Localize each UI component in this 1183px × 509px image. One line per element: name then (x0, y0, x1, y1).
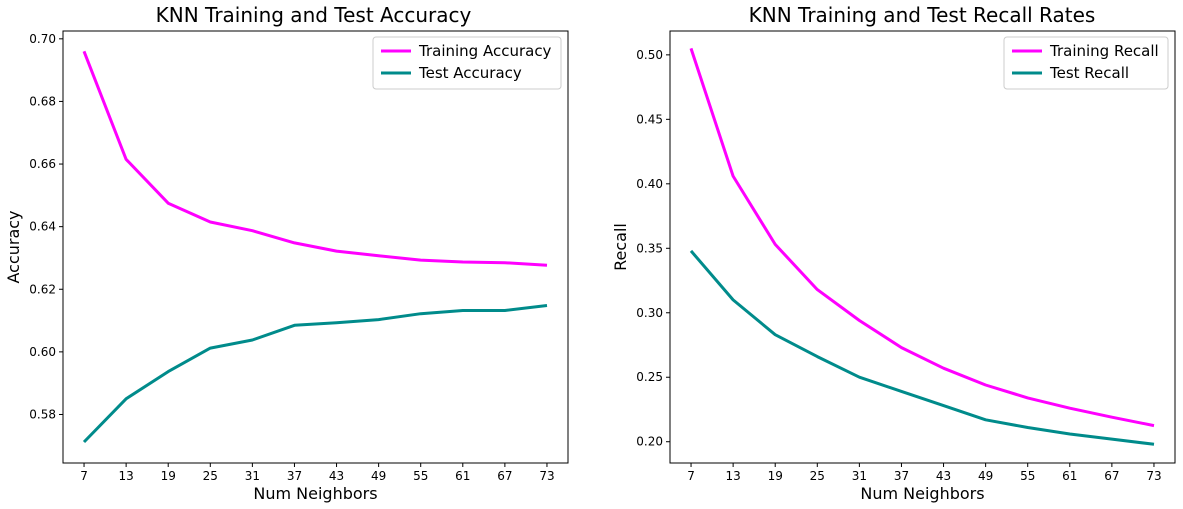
x-tick-label: 37 (287, 469, 302, 483)
x-tick-label: 31 (852, 469, 867, 483)
legend-label-training: Training Recall (1049, 42, 1159, 60)
chart-title: KNN Training and Test Recall Rates (749, 3, 1096, 27)
y-tick-label: 0.68 (29, 94, 56, 108)
y-axis-label: Recall (611, 223, 630, 271)
y-tick-label: 0.40 (636, 177, 663, 191)
series-line-training (689, 47, 1155, 428)
series-line-training (82, 50, 548, 267)
x-axis-label: Num Neighbors (860, 484, 984, 503)
y-tick-label: 0.20 (636, 435, 663, 449)
x-tick-label: 13 (725, 469, 740, 483)
y-tick-label: 0.35 (636, 241, 663, 255)
x-tick-label: 19 (768, 469, 783, 483)
x-tick-label: 49 (371, 469, 386, 483)
x-tick-label: 73 (1146, 469, 1161, 483)
x-tick-label: 55 (413, 469, 428, 483)
chart-title: KNN Training and Test Accuracy (156, 3, 472, 27)
legend: Training Accuracy Test Accuracy (372, 36, 562, 90)
y-tick-label: 0.62 (29, 282, 56, 296)
x-axis-label: Num Neighbors (253, 484, 377, 503)
x-tick-label: 67 (1104, 469, 1119, 483)
legend-label-test: Test Recall (1049, 64, 1129, 82)
x-tick-label: 67 (497, 469, 512, 483)
x-tick-label: 7 (80, 469, 88, 483)
series-line-test (689, 249, 1155, 446)
y-tick-label: 0.58 (29, 407, 56, 421)
x-tick-label: 25 (203, 469, 218, 483)
legend-label-training: Training Accuracy (418, 42, 552, 60)
y-tick-label: 0.60 (29, 345, 56, 359)
x-tick-label: 31 (245, 469, 260, 483)
legend: Training Recall Test Recall (1003, 36, 1169, 90)
accuracy-chart: KNN Training and Test Accuracy 7 13 19 25 31 3… (4, 3, 569, 503)
plot-frame (669, 30, 1176, 464)
y-tick-label: 0.64 (29, 220, 56, 234)
y-tick-label: 0.45 (636, 112, 663, 126)
legend-box (372, 36, 562, 90)
x-tick-label: 49 (978, 469, 993, 483)
y-tick-label: 0.70 (29, 32, 56, 46)
recall-chart: KNN Training and Test Recall Rates 7 13 19 2… (611, 3, 1176, 503)
y-tick-label: 0.30 (636, 306, 663, 320)
x-tick-label: 61 (1062, 469, 1077, 483)
y-axis-label: Accuracy (4, 210, 23, 283)
x-tick-label: 13 (118, 469, 133, 483)
x-tick-label: 43 (936, 469, 951, 483)
y-tick-label: 0.66 (29, 157, 56, 171)
x-tick-label: 43 (329, 469, 344, 483)
legend-label-test: Test Accuracy (418, 64, 522, 82)
x-tick-label: 73 (539, 469, 554, 483)
x-tick-label: 55 (1020, 469, 1035, 483)
x-tick-label: 7 (687, 469, 695, 483)
x-tick-label: 25 (810, 469, 825, 483)
x-tick-label: 61 (455, 469, 470, 483)
x-tick-label: 37 (894, 469, 909, 483)
y-tick-label: 0.50 (636, 48, 663, 62)
legend-box (1003, 36, 1169, 90)
y-tick-label: 0.25 (636, 370, 663, 384)
plot-frame (62, 30, 569, 464)
x-tick-label: 19 (161, 469, 176, 483)
series-line-test (82, 304, 548, 444)
